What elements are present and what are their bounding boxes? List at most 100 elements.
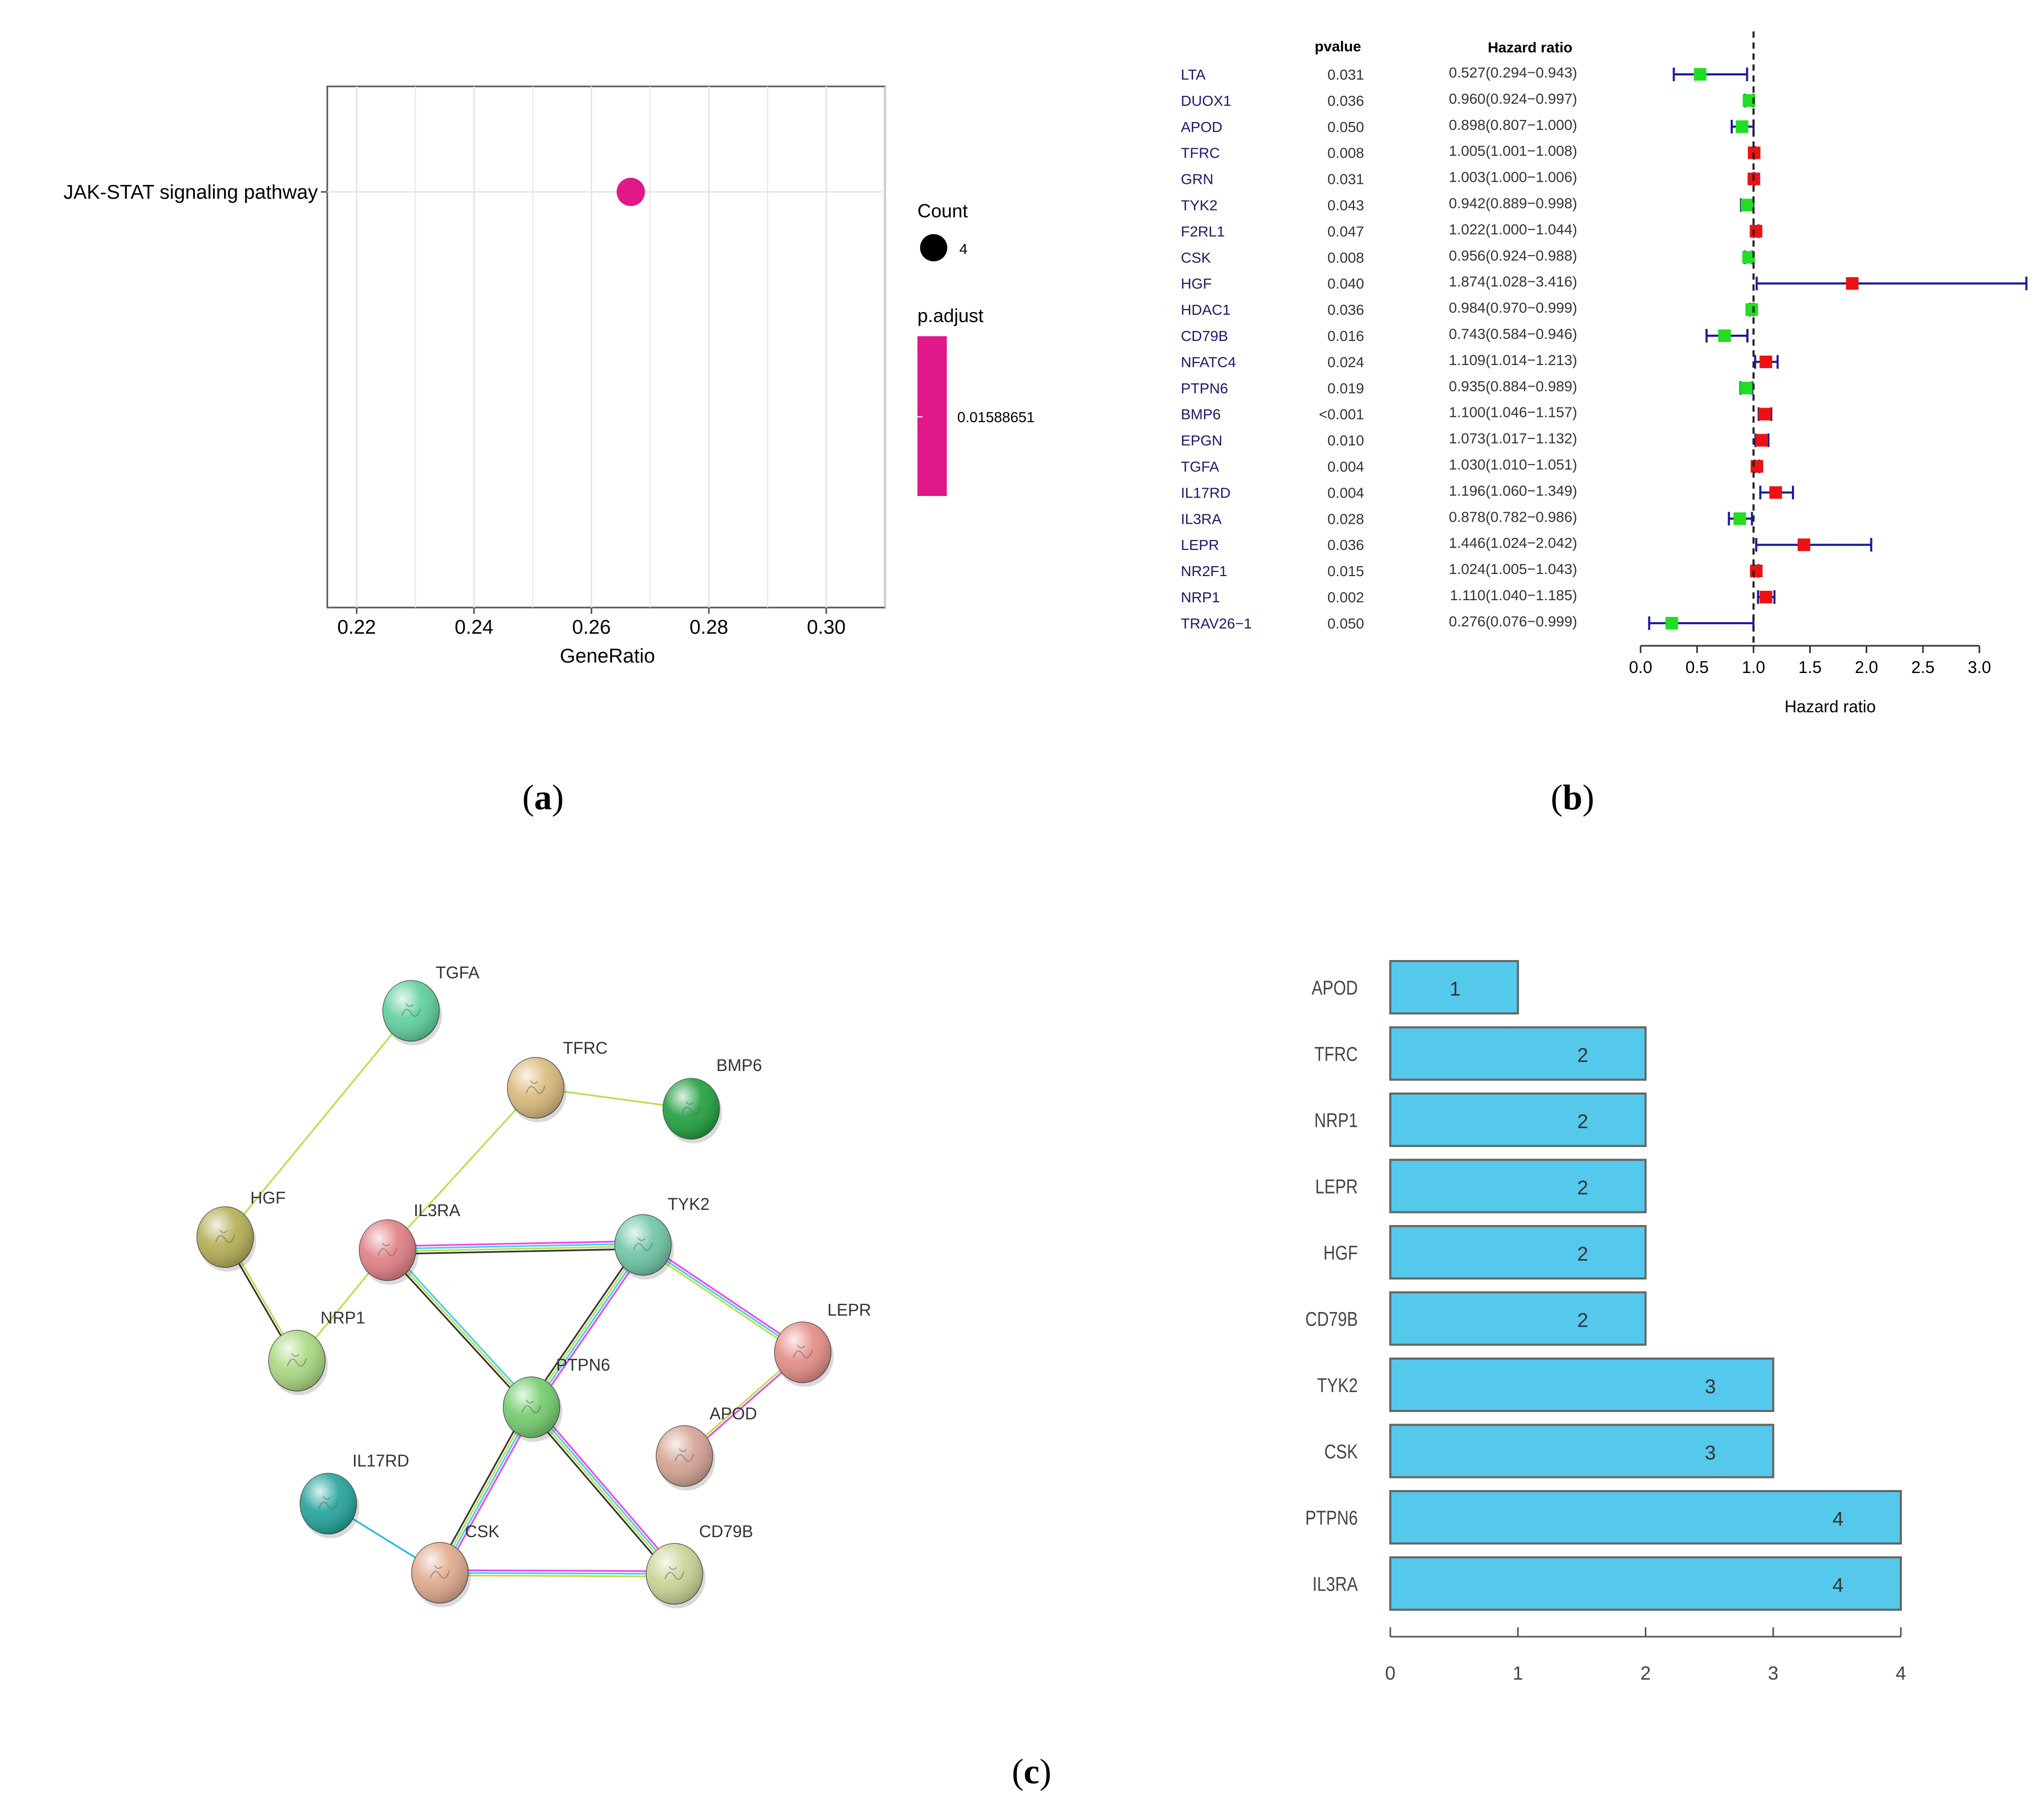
x-tick-label: 0.24 <box>455 616 493 638</box>
x-axis-title-a: GeneRatio <box>560 645 655 667</box>
bar-category-label: TYK2 <box>1317 1375 1358 1397</box>
node-ptpn6[interactable]: PTPN6 <box>503 1355 610 1442</box>
x-tick-label: 0.28 <box>690 616 728 638</box>
node-il17rd[interactable]: IL17RD <box>300 1451 409 1538</box>
gene-label: CD79B <box>1181 328 1228 344</box>
x-tick-label: 0.0 <box>1629 658 1652 677</box>
hr-point <box>1741 198 1754 212</box>
node-lepr[interactable]: LEPR <box>774 1300 871 1387</box>
bar-category-label: PTPN6 <box>1305 1507 1358 1529</box>
hr-point <box>1755 434 1768 447</box>
edge-line <box>439 1572 675 1575</box>
legend-count-dot <box>920 234 947 261</box>
edge-line <box>644 1242 805 1351</box>
gene-label: CSK <box>1181 249 1211 266</box>
node-nrp1[interactable]: NRP1 <box>268 1308 365 1395</box>
node-bmp6[interactable]: BMP6 <box>662 1056 762 1143</box>
node-gloss <box>359 1220 416 1281</box>
node-label: CSK <box>465 1522 500 1541</box>
bar-value-label: 4 <box>1832 1575 1843 1597</box>
gene-label: LEPR <box>1181 537 1219 553</box>
gene-label: HDAC1 <box>1181 302 1231 318</box>
hr-cell: 1.024(1.005−1.043) <box>1449 561 1577 577</box>
pvalue-cell: 0.040 <box>1327 275 1364 292</box>
hr-cell: 0.956(0.924−0.988) <box>1449 247 1577 263</box>
hr-point <box>1750 565 1763 578</box>
pvalue-cell: 0.050 <box>1327 615 1364 632</box>
panel-letter-c: c <box>1024 1751 1039 1791</box>
edge-line <box>386 1087 537 1251</box>
gene-label: DUOX1 <box>1181 93 1231 109</box>
pvalue-cell: 0.004 <box>1327 484 1364 501</box>
gene-label: TFRC <box>1181 145 1220 161</box>
node-label: TYK2 <box>668 1195 710 1214</box>
edge-line <box>534 1404 678 1572</box>
protein-structure-icon <box>215 1229 235 1243</box>
gene-label: LTA <box>1181 67 1206 83</box>
forest-row: TFRC 0.008 1.005(1.001−1.008) <box>1181 143 1761 161</box>
bar-category-label: CD79B <box>1305 1309 1358 1331</box>
node-gloss <box>383 980 439 1041</box>
node-label: BMP6 <box>716 1056 762 1075</box>
forest-row: IL17RD 0.004 1.196(1.060−1.349) <box>1181 482 1794 501</box>
hr-cell: 0.276(0.076−0.999) <box>1449 613 1577 630</box>
hr-point <box>1740 381 1753 394</box>
edge-line <box>389 1248 534 1406</box>
bar-category-label: LEPR <box>1315 1176 1358 1198</box>
node-csk[interactable]: CSK <box>411 1522 500 1607</box>
protein-structure-icon <box>287 1353 307 1367</box>
node-label: APOD <box>710 1404 757 1423</box>
x-tick-label: 2.5 <box>1911 658 1934 677</box>
node-label: TGFA <box>436 963 480 982</box>
forest-row: DUOX1 0.036 0.960(0.924−0.997) <box>1181 91 1756 109</box>
hr-point <box>1797 538 1810 551</box>
bar <box>1389 1556 1902 1611</box>
forest-row: NRP1 0.002 1.110(1.040−1.185) <box>1181 587 1776 605</box>
bar-category-label: NRP1 <box>1314 1110 1358 1132</box>
bar-value-label: 1 <box>1449 978 1460 1000</box>
hr-point <box>1759 591 1773 603</box>
node-tgfa[interactable]: TGFA <box>382 963 480 1045</box>
edge-il3ra-ptpn6 <box>385 1248 534 1410</box>
pvalue-cell: 0.031 <box>1327 67 1364 83</box>
edge-line <box>385 1251 530 1410</box>
node-tyk2[interactable]: TYK2 <box>614 1195 710 1279</box>
forest-row: APOD 0.050 0.898(0.807−1.000) <box>1181 117 1755 135</box>
pvalue-cell: 0.024 <box>1327 354 1364 370</box>
pvalue-cell: 0.036 <box>1327 302 1364 318</box>
protein-structure-icon <box>378 1242 397 1256</box>
node-il3ra[interactable]: IL3RA <box>359 1201 461 1285</box>
network-nodes: TGFA TFRC BMP6 HGF IL3RA TYK2 NRP1 LEPR PTPN6 APO… <box>196 963 871 1608</box>
forest-row: CD79B 0.016 0.743(0.584−0.946) <box>1181 326 1749 344</box>
hr-point <box>1693 68 1707 81</box>
node-gloss <box>663 1078 719 1139</box>
bar-category-label: HGF <box>1323 1242 1358 1264</box>
hr-cell: 1.030(1.010−1.051) <box>1449 457 1577 473</box>
edge-tfrc-il3ra <box>386 1087 537 1251</box>
bar-row: TYK2 3 <box>1317 1358 1775 1412</box>
x-axis-title-b: Hazard ratio <box>1785 697 1876 716</box>
x-tick-label: 1 <box>1513 1662 1523 1684</box>
node-gloss <box>197 1207 253 1267</box>
legend-padj-colorbar <box>917 336 947 496</box>
pvalue-cell: 0.010 <box>1327 433 1364 449</box>
hr-point <box>1769 486 1782 499</box>
node-hgf[interactable]: HGF <box>196 1188 286 1272</box>
forest-row: HGF 0.040 1.874(1.028−3.416) <box>1181 273 2028 292</box>
panel-letter-a: a <box>534 777 552 817</box>
bar-value-label: 4 <box>1832 1508 1843 1530</box>
hr-cell: 1.196(1.060−1.349) <box>1449 482 1577 499</box>
panel-letter-b: b <box>1563 777 1582 817</box>
node-tfrc[interactable]: TFRC <box>507 1039 607 1122</box>
bar-row: CD79B 2 <box>1305 1291 1647 1346</box>
bar-value-label: 2 <box>1577 1310 1588 1332</box>
plot-area-a <box>326 85 886 609</box>
edge-line <box>534 1247 647 1410</box>
hr-cell: 1.109(1.014−1.213) <box>1449 352 1577 368</box>
panel-label-b: (b) <box>1551 777 1594 817</box>
hr-point <box>1846 277 1859 290</box>
node-cd79b[interactable]: CD79B <box>646 1522 753 1608</box>
hr-cell: 1.073(1.017−1.132) <box>1449 431 1577 447</box>
node-gloss <box>774 1322 831 1383</box>
node-apod[interactable]: APOD <box>656 1404 757 1491</box>
